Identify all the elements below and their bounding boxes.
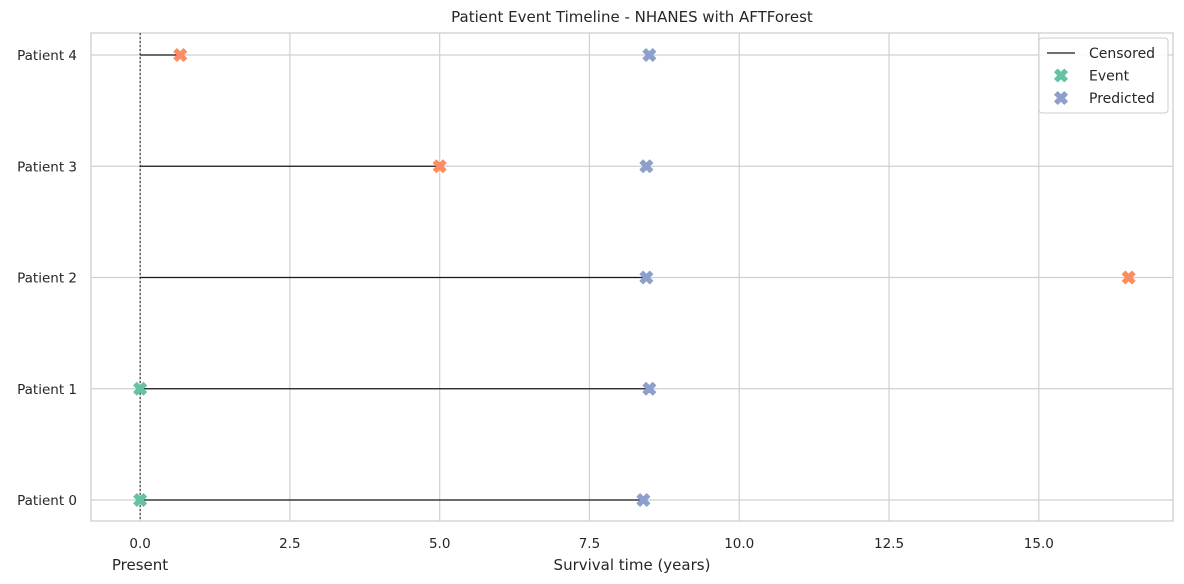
legend-marker-swatch <box>1054 68 1068 83</box>
predicted-marker <box>639 159 654 174</box>
y-tick-label: Patient 4 <box>17 48 77 64</box>
y-tick-label: Patient 2 <box>17 271 77 287</box>
predicted-marker <box>642 381 657 396</box>
x-tick-label: 10.0 <box>724 536 754 552</box>
series-layer <box>133 33 1136 521</box>
censored-marker <box>1121 270 1136 285</box>
x-tick-label: 0.0 <box>129 536 150 552</box>
predicted-marker <box>636 493 651 507</box>
legend-label: Predicted <box>1089 91 1155 107</box>
plot-area-frame <box>90 32 1174 522</box>
legend-label: Censored <box>1089 46 1155 62</box>
chart-title: Patient Event Timeline - NHANES with AFT… <box>451 8 813 26</box>
censored-marker <box>173 48 188 62</box>
y-axis-ticks: Patient 0 Patient 1 Patient 2 Patient 3 Pati… <box>17 48 77 509</box>
x-axis-label: Survival time (years) <box>554 556 711 574</box>
predicted-marker <box>639 270 654 285</box>
x-tick-label: 7.5 <box>579 536 600 552</box>
event-marker <box>133 381 148 396</box>
x-axis-ticks: 0.0 2.5 5.0 7.5 10.0 12.5 15.0 <box>129 536 1053 552</box>
present-label: Present <box>112 556 168 574</box>
censored-marker <box>432 159 447 174</box>
event-marker <box>133 493 148 507</box>
legend: Censored Event Predicted <box>1038 37 1169 114</box>
legend-marker-swatch <box>1054 91 1068 105</box>
x-tick-label: 12.5 <box>874 536 904 552</box>
legend-box <box>1038 37 1169 114</box>
y-tick-label: Patient 3 <box>17 159 77 175</box>
x-tick-label: 2.5 <box>279 536 300 552</box>
y-tick-label: Patient 0 <box>17 493 77 509</box>
legend-label: Event <box>1089 69 1130 85</box>
y-tick-label: Patient 1 <box>17 382 77 398</box>
x-tick-label: 15.0 <box>1024 536 1054 552</box>
x-tick-label: 5.0 <box>429 536 450 552</box>
predicted-marker <box>642 48 657 62</box>
